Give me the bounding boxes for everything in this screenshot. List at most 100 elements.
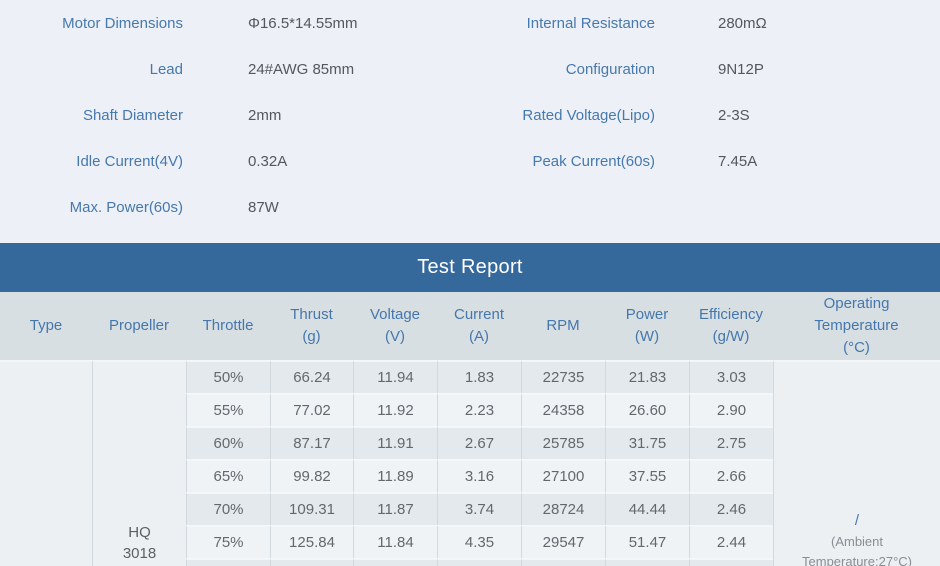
cell-rpm: 29547 (521, 525, 605, 558)
cell-current: 3.16 (437, 459, 521, 492)
column-unit: (V) (385, 328, 405, 345)
column-label: RPM (546, 317, 580, 334)
cell-voltage: 11.87 (353, 492, 437, 525)
cell-thrust: 66.24 (270, 360, 353, 393)
cell-rpm: 22735 (521, 360, 605, 393)
cell-rpm (521, 558, 605, 566)
cell-power: 21.83 (605, 360, 689, 393)
cell-efficiency: 2.75 (689, 426, 773, 459)
spec-value: Φ16.5*14.55mm (248, 14, 358, 32)
column-unit: (A) (469, 328, 489, 345)
cell-efficiency: 2.66 (689, 459, 773, 492)
spec-label: Motor Dimensions (62, 14, 183, 32)
column-header-operating-temperature: Operating Temperature (°C) (773, 292, 940, 360)
column-label: Voltage (369, 306, 421, 323)
cell-voltage: 11.84 (353, 525, 437, 558)
cell-efficiency: 3.03 (689, 360, 773, 393)
cell-power: 37.55 (605, 459, 689, 492)
cell-voltage: 11.94 (353, 360, 437, 393)
table-row: 60% 87.17 11.91 2.67 25785 31.75 2.75 (0, 426, 940, 459)
spec-label: Max. Power(60s) (69, 198, 183, 216)
column-label: Current (453, 306, 505, 323)
cell-throttle: 75% (186, 525, 270, 558)
column-header-voltage: Voltage (V) (353, 292, 437, 360)
column-unit: (W) (634, 328, 660, 345)
propeller-cell: HQ 3018 (92, 360, 186, 566)
cell-thrust: 125.84 (270, 525, 353, 558)
cell-efficiency: 2.44 (689, 525, 773, 558)
cell-thrust: 109.31 (270, 492, 353, 525)
cell-current: 2.67 (437, 426, 521, 459)
cell-efficiency: 2.46 (689, 492, 773, 525)
temperature-value: / (854, 512, 860, 529)
spec-value: 2mm (248, 106, 282, 124)
spec-section: Motor Dimensions Φ16.5*14.55mm Internal … (0, 0, 940, 230)
cell-throttle: 65% (186, 459, 270, 492)
column-header-type: Type (0, 292, 92, 360)
spec-label: Peak Current(60s) (532, 152, 655, 170)
cell-voltage: 11.91 (353, 426, 437, 459)
column-unit: (°C) (843, 339, 870, 356)
cell-current: 4.35 (437, 525, 521, 558)
spec-label (470, 184, 655, 230)
table-header-row: Type Propeller Throttle Thrust (g) Voltag… (0, 292, 940, 360)
spec-label: Rated Voltage(Lipo) (522, 106, 655, 124)
table-row-partial (0, 558, 940, 566)
cell-rpm: 25785 (521, 426, 605, 459)
cell-throttle: 55% (186, 393, 270, 426)
spec-value: 24#AWG 85mm (248, 60, 355, 78)
column-unit: (g) (302, 328, 321, 345)
cell-current: 1.83 (437, 360, 521, 393)
cell-voltage (353, 558, 437, 566)
table-row: 75% 125.84 11.84 4.35 29547 51.47 2.44 (0, 525, 940, 558)
cell-thrust: 99.82 (270, 459, 353, 492)
table-row: HQ 3018 50% 66.24 11.94 1.83 22735 21.83… (0, 360, 940, 566)
column-label: Efficiency (699, 306, 763, 323)
cell-throttle: 60% (186, 426, 270, 459)
table-row: 55% 77.02 11.92 2.23 24358 26.60 2.90 (0, 393, 940, 426)
spec-value: 0.32A (248, 152, 288, 170)
cell-thrust: 87.17 (270, 426, 353, 459)
cell-throttle (186, 558, 270, 566)
cell-throttle: 50% (186, 360, 270, 393)
spec-label: Internal Resistance (526, 14, 655, 32)
cell-throttle: 70% (186, 492, 270, 525)
cell-rpm: 27100 (521, 459, 605, 492)
spec-value: 280mΩ (718, 14, 767, 32)
cell-thrust (270, 558, 353, 566)
cell-voltage: 11.92 (353, 393, 437, 426)
spec-value (655, 184, 940, 230)
column-label: Throttle (202, 317, 254, 334)
cell-power: 26.60 (605, 393, 689, 426)
column-header-rpm: RPM (521, 292, 605, 360)
cell-current: 3.74 (437, 492, 521, 525)
cell-efficiency: 2.90 (689, 393, 773, 426)
cell-power (605, 558, 689, 566)
cell-rpm: 24358 (521, 393, 605, 426)
test-report-table: Type Propeller Throttle Thrust (g) Voltag… (0, 292, 940, 566)
column-header-propeller: Propeller (92, 292, 186, 360)
cell-voltage: 11.89 (353, 459, 437, 492)
test-report-header-bar: Test Report (0, 243, 940, 292)
spec-value: 87W (248, 198, 279, 216)
type-cell (0, 360, 92, 566)
cell-power: 31.75 (605, 426, 689, 459)
cell-current: 2.23 (437, 393, 521, 426)
table-row: 65% 99.82 11.89 3.16 27100 37.55 2.66 (0, 459, 940, 492)
spec-label: Configuration (565, 60, 655, 78)
column-header-power: Power (W) (605, 292, 689, 360)
cell-thrust: 77.02 (270, 393, 353, 426)
operating-temperature-cell: / (Ambient Temperature:27°C) (773, 360, 940, 566)
column-label: Thrust (290, 306, 333, 323)
spec-value: 2-3S (718, 106, 750, 124)
cell-efficiency (689, 558, 773, 566)
propeller-name-line1: HQ (128, 524, 151, 541)
column-unit: (g/W) (712, 328, 750, 345)
ambient-temperature-note: (Ambient Temperature:27°C) (802, 534, 912, 566)
spec-label: Idle Current(4V) (76, 152, 183, 170)
spec-label: Lead (149, 60, 183, 78)
spec-value: 7.45A (718, 152, 758, 170)
spec-label: Shaft Diameter (82, 106, 183, 124)
cell-current (437, 558, 521, 566)
